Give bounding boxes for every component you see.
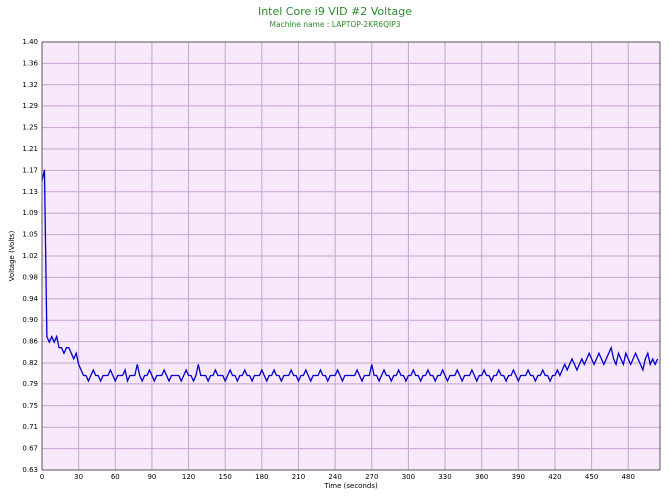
x-tick-label: 390 <box>512 473 525 481</box>
x-tick-label: 210 <box>292 473 305 481</box>
y-tick-label: 0.90 <box>22 316 38 324</box>
y-tick-label: 1.02 <box>22 252 38 260</box>
y-tick-label: 0.67 <box>22 445 38 453</box>
x-tick-label: 0 <box>40 473 44 481</box>
x-tick-label: 240 <box>328 473 341 481</box>
x-tick-label: 300 <box>402 473 415 481</box>
y-tick-label: 1.05 <box>22 231 38 239</box>
y-tick-label: 1.09 <box>22 209 38 217</box>
y-tick-label: 0.75 <box>22 402 38 410</box>
y-tick-label: 1.17 <box>22 166 38 174</box>
x-tick-label: 90 <box>147 473 156 481</box>
x-tick-label: 480 <box>622 473 635 481</box>
x-axis-label: Time (seconds) <box>323 482 378 490</box>
x-tick-label: 120 <box>182 473 195 481</box>
y-tick-label: 0.71 <box>22 423 38 431</box>
y-tick-label: 1.36 <box>22 59 38 67</box>
y-tick-label: 1.40 <box>22 38 38 46</box>
y-tick-label: 0.94 <box>22 295 38 303</box>
y-tick-label: 0.63 <box>22 466 38 474</box>
chart-subtitle: Machine name : LAPTOP-2KR6QIP3 <box>270 20 401 29</box>
y-tick-label: 1.29 <box>22 102 38 110</box>
y-tick-label: 1.13 <box>22 188 38 196</box>
x-tick-label: 270 <box>365 473 378 481</box>
y-tick-label: 0.79 <box>22 380 38 388</box>
y-tick-label: 1.32 <box>22 81 38 89</box>
x-tick-label: 30 <box>74 473 83 481</box>
y-tick-label: 1.25 <box>22 124 38 132</box>
x-tick-label: 420 <box>548 473 561 481</box>
x-tick-label: 330 <box>438 473 451 481</box>
x-tick-label: 450 <box>585 473 598 481</box>
y-tick-label: 0.86 <box>22 338 38 346</box>
x-tick-label: 360 <box>475 473 488 481</box>
y-tick-label: 0.82 <box>22 359 38 367</box>
x-tick-label: 180 <box>255 473 268 481</box>
chart-title: Intel Core i9 VID #2 Voltage <box>258 5 412 18</box>
plot-border <box>41 41 661 471</box>
x-tick-label: 60 <box>111 473 120 481</box>
y-tick-label: 1.21 <box>22 145 38 153</box>
y-tick-label: 0.98 <box>22 273 38 281</box>
y-axis-label: Voltage (Volts) <box>8 230 16 281</box>
x-tick-label: 150 <box>219 473 232 481</box>
data-line <box>41 169 659 384</box>
